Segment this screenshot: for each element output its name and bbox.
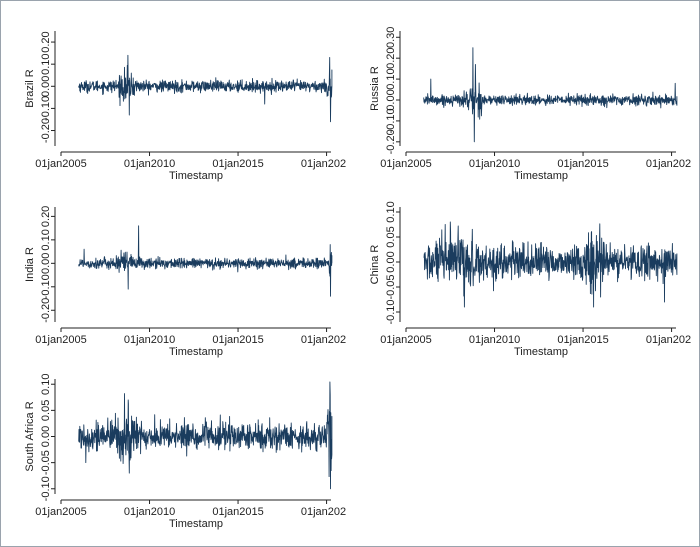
y-tick-label: 0.00 bbox=[385, 251, 397, 272]
x-tick-label: 01jan2015 bbox=[557, 334, 608, 346]
y-tick-label: -0.20 bbox=[40, 118, 52, 143]
x-tick-label: 01jan2015 bbox=[212, 334, 263, 346]
chart-panel-south-africa: -0.10 -0.05 0.00 0.05 0.10 South Africa R 01ja… bbox=[1, 369, 346, 544]
x-tick-label: 01jan2020 bbox=[646, 334, 691, 346]
x-tick-label: 01jan2020 bbox=[646, 158, 691, 170]
y-tick-label: 0.00 bbox=[385, 89, 397, 110]
x-tick-label: 01jan2010 bbox=[124, 506, 175, 518]
chart-panel-china: -0.10 -0.05 0.00 0.05 0.10 China R 01jan2005 01… bbox=[346, 197, 691, 372]
x-tick-label: 01jan2010 bbox=[469, 158, 520, 170]
x-axis-label: Timestamp bbox=[169, 346, 223, 358]
y-tick-label: 0.10 bbox=[40, 53, 52, 74]
x-axis-label: Timestamp bbox=[169, 170, 223, 182]
x-tick-label: 01jan2015 bbox=[557, 158, 608, 170]
x-tick-label: 01jan2005 bbox=[35, 334, 86, 346]
series-line bbox=[78, 54, 333, 123]
x-tick-label: 01jan2020 bbox=[301, 506, 346, 518]
x-axis-label: Timestamp bbox=[169, 518, 223, 530]
y-tick-label: -0.10 bbox=[385, 108, 397, 133]
x-tick-label: 01jan2005 bbox=[380, 158, 431, 170]
y-tick-label: 0.00 bbox=[40, 426, 52, 447]
x-tick-label: 01jan2005 bbox=[35, 506, 86, 518]
series-line bbox=[423, 221, 678, 308]
y-tick-label: 0.00 bbox=[40, 76, 52, 97]
x-tick-label: 01jan2010 bbox=[469, 334, 520, 346]
y-tick-label: 0.20 bbox=[40, 206, 52, 227]
y-tick-label: 0.10 bbox=[385, 201, 397, 222]
y-tick-label: 0.20 bbox=[40, 31, 52, 52]
x-tick-label: 01jan2010 bbox=[124, 158, 175, 170]
chart-svg: -0.20-0.100.00 0.10 0.20 India R 01jan2005 01… bbox=[24, 206, 346, 358]
y-axis-label: Russia R bbox=[369, 66, 381, 111]
x-tick-label: 01jan2010 bbox=[124, 334, 175, 346]
y-tick-label: 0.20 bbox=[385, 47, 397, 68]
y-tick-label: -0.10 bbox=[40, 96, 52, 121]
y-tick-label: -0.05 bbox=[40, 450, 52, 475]
y-axis-label: Brazil R bbox=[24, 69, 36, 108]
y-tick-label: -0.10 bbox=[40, 274, 52, 299]
y-tick-label: 0.30 bbox=[385, 27, 397, 48]
y-tick-label: -0.20 bbox=[40, 298, 52, 323]
y-tick-label: -0.05 bbox=[385, 274, 397, 299]
chart-panel-brazil: -0.20 -0.10 0.00 0.10 0.20 Brazil R 01jan2005 0… bbox=[1, 21, 346, 196]
y-tick-label: 0.00 bbox=[40, 253, 52, 274]
y-tick-label: 0.10 bbox=[40, 374, 52, 395]
chart-svg: -0.10-0.05 0.00 0.05 0.10 South Africa R 01ja… bbox=[24, 374, 346, 530]
series-line bbox=[78, 225, 333, 297]
x-axis-label: Timestamp bbox=[514, 170, 568, 182]
y-tick-label: 0.05 bbox=[40, 400, 52, 421]
chart-svg: -0.20-0.100.00 0.100.20 Brazil R 01jan2005 0… bbox=[24, 31, 346, 182]
x-tick-label: 01jan2005 bbox=[35, 158, 86, 170]
x-axis-label: Timestamp bbox=[514, 346, 568, 358]
x-tick-label: 01jan2005 bbox=[380, 334, 431, 346]
x-tick-label: 01jan2015 bbox=[212, 506, 263, 518]
series-line bbox=[423, 47, 678, 143]
y-tick-label: 0.05 bbox=[385, 226, 397, 247]
y-axis-label: China R bbox=[369, 245, 381, 285]
series-line bbox=[78, 381, 333, 490]
y-axis-label: India R bbox=[24, 247, 36, 282]
x-tick-label: 01jan2020 bbox=[301, 158, 346, 170]
y-tick-label: 0.10 bbox=[385, 68, 397, 89]
y-tick-label: -0.20 bbox=[385, 129, 397, 154]
plot-area bbox=[406, 31, 676, 146]
chart-svg: -0.10-0.05 0.00 0.05 0.10 China R 01jan2005 01… bbox=[369, 201, 691, 358]
chart-svg: -0.20-0.100.000.100.200.30 Russia R 01jan2… bbox=[369, 27, 691, 182]
chart-panel-india: -0.20 -0.10 0.00 0.10 0.20 India R 01jan2005 01… bbox=[1, 197, 346, 372]
y-tick-label: -0.10 bbox=[40, 476, 52, 501]
y-tick-label: 0.10 bbox=[40, 229, 52, 250]
chart-panel-russia: -0.20 -0.10 0.00 0.10 0.20 0.30 Russia R 01jan2… bbox=[346, 21, 691, 196]
x-tick-label: 01jan2015 bbox=[212, 158, 263, 170]
y-tick-label: -0.10 bbox=[385, 299, 397, 324]
x-tick-label: 01jan2020 bbox=[301, 334, 346, 346]
y-axis-label: South Africa R bbox=[24, 401, 36, 471]
